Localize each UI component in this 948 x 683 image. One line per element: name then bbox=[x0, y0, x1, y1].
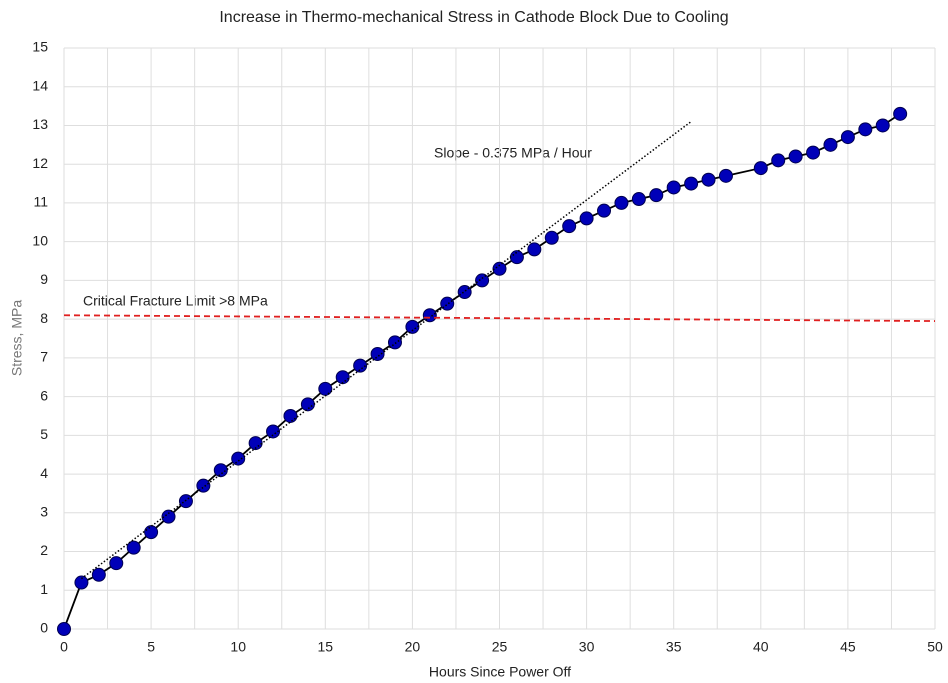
marker bbox=[597, 203, 612, 218]
x-tick-label: 10 bbox=[230, 639, 246, 655]
y-tick-label: 9 bbox=[40, 271, 48, 287]
marker bbox=[614, 195, 629, 210]
y-tick-label: 4 bbox=[40, 465, 48, 481]
marker bbox=[823, 137, 838, 152]
x-tick-label: 15 bbox=[318, 639, 334, 655]
marker bbox=[109, 556, 124, 571]
y-tick-label: 6 bbox=[40, 387, 48, 403]
x-tick-label: 35 bbox=[666, 639, 682, 655]
y-tick-label: 15 bbox=[32, 39, 48, 55]
marker bbox=[57, 622, 71, 636]
y-tick-label: 1 bbox=[40, 581, 48, 597]
marker bbox=[492, 261, 507, 276]
chart-title: Increase in Thermo-mechanical Stress in … bbox=[219, 9, 728, 26]
marker bbox=[387, 335, 402, 350]
marker bbox=[509, 250, 524, 265]
marker bbox=[457, 285, 472, 300]
marker bbox=[126, 540, 141, 555]
x-tick-label: 50 bbox=[927, 639, 943, 655]
marker bbox=[858, 122, 873, 137]
marker bbox=[318, 381, 333, 396]
marker bbox=[649, 188, 664, 203]
x-tick-label: 5 bbox=[147, 639, 155, 655]
y-tick-label: 0 bbox=[40, 620, 48, 636]
y-tick-label: 10 bbox=[32, 232, 48, 248]
marker bbox=[684, 176, 699, 191]
y-tick-label: 7 bbox=[40, 349, 48, 365]
marker bbox=[405, 319, 420, 334]
x-tick-label: 25 bbox=[492, 639, 508, 655]
marker bbox=[771, 153, 786, 168]
x-tick-label: 0 bbox=[60, 639, 68, 655]
y-tick-label: 3 bbox=[40, 504, 48, 520]
marker bbox=[527, 242, 542, 257]
y-axis-label: Stress, MPa bbox=[9, 300, 25, 376]
marker bbox=[875, 118, 890, 133]
marker bbox=[283, 408, 298, 423]
x-tick-label: 30 bbox=[579, 639, 595, 655]
y-tick-label: 14 bbox=[32, 77, 48, 93]
marker bbox=[144, 525, 159, 540]
y-tick-label: 11 bbox=[33, 194, 48, 210]
x-tick-label: 20 bbox=[405, 639, 421, 655]
marker bbox=[370, 346, 385, 361]
marker bbox=[631, 192, 646, 207]
y-tick-label: 12 bbox=[32, 155, 48, 171]
y-tick-label: 8 bbox=[40, 310, 48, 326]
marker bbox=[806, 145, 821, 160]
y-tick-label: 13 bbox=[32, 116, 48, 132]
y-tick-label: 5 bbox=[40, 426, 48, 442]
annotation: Slope - 0.375 MPa / Hour bbox=[434, 145, 592, 161]
marker bbox=[161, 509, 176, 524]
marker bbox=[562, 219, 577, 234]
marker bbox=[475, 273, 490, 288]
marker bbox=[753, 161, 768, 176]
annotation: Critical Fracture Limit >8 MPa bbox=[83, 293, 268, 309]
x-axis-label: Hours Since Power Off bbox=[429, 664, 571, 680]
line bbox=[80, 120, 692, 580]
marker bbox=[196, 478, 211, 493]
marker bbox=[579, 211, 594, 226]
marker bbox=[266, 424, 281, 439]
marker bbox=[701, 172, 716, 187]
marker bbox=[300, 397, 315, 412]
marker bbox=[718, 168, 733, 183]
marker bbox=[544, 230, 559, 245]
marker bbox=[893, 106, 908, 121]
marker bbox=[788, 149, 803, 164]
marker bbox=[335, 370, 350, 385]
x-tick-label: 40 bbox=[753, 639, 769, 655]
marker bbox=[213, 463, 228, 478]
marker bbox=[74, 575, 89, 590]
marker bbox=[666, 180, 681, 195]
marker bbox=[422, 308, 437, 323]
marker bbox=[231, 451, 246, 466]
x-tick-label: 45 bbox=[840, 639, 856, 655]
line bbox=[63, 314, 936, 322]
y-tick-label: 2 bbox=[40, 542, 48, 558]
marker bbox=[353, 358, 368, 373]
marker bbox=[440, 296, 455, 311]
marker bbox=[91, 567, 106, 582]
marker bbox=[840, 130, 855, 145]
